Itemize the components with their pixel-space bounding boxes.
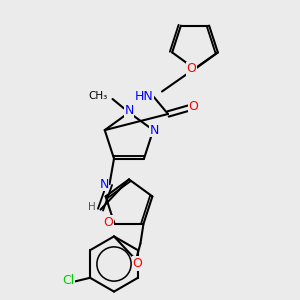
Text: O: O [133, 257, 142, 270]
Text: H: H [88, 202, 96, 212]
Text: O: O [103, 216, 113, 229]
Text: O: O [189, 100, 198, 113]
Text: N: N [150, 124, 159, 136]
Text: CH₃: CH₃ [89, 91, 108, 101]
Text: O: O [187, 62, 196, 76]
Text: HN: HN [134, 89, 153, 103]
Text: N: N [124, 104, 134, 118]
Text: Cl: Cl [62, 274, 75, 287]
Text: N: N [99, 178, 109, 190]
